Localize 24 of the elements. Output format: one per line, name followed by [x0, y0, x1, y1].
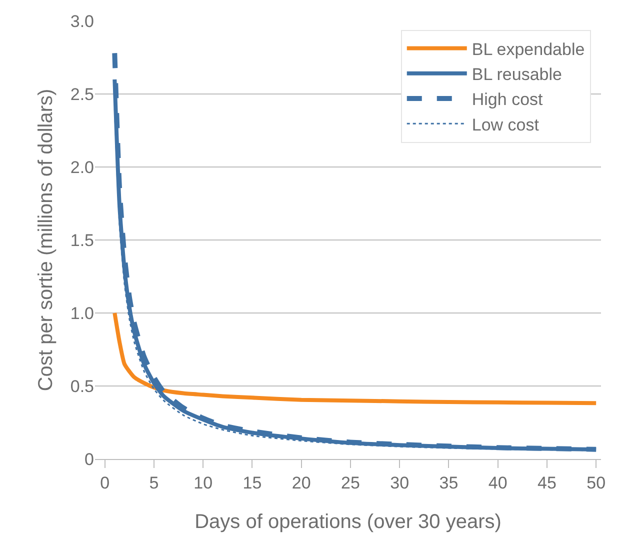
x-tick-label: 30 — [390, 473, 410, 492]
x-tick-label: 5 — [149, 473, 159, 492]
legend-label: BL expendable — [472, 40, 585, 59]
x-tick-label: 0 — [100, 473, 110, 492]
x-tick-label: 20 — [292, 473, 311, 492]
y-tick-label: 2.0 — [70, 158, 94, 177]
y-tick-label: 0.5 — [70, 376, 94, 396]
y-tick-label: 3.0 — [70, 12, 94, 31]
x-tick-label: 40 — [488, 473, 508, 492]
y-tick-label: 2.5 — [70, 84, 94, 104]
x-tick-label: 10 — [194, 473, 213, 492]
legend-label: High cost — [472, 90, 544, 110]
y-tick-label: 1.5 — [70, 230, 94, 250]
y-axis-title: Cost per sortie (millions of dollars) — [34, 88, 57, 392]
x-tick-label: 15 — [242, 473, 262, 492]
legend-label: Low cost — [472, 115, 540, 134]
x-tick-label: 45 — [538, 473, 556, 492]
x-tick-label: 50 — [586, 473, 606, 492]
y-tick-label: 1.0 — [70, 304, 94, 323]
x-tick-label: 25 — [341, 473, 360, 492]
x-axis-title: Days of operations (over 30 years) — [194, 510, 502, 533]
y-tick-label: 0 — [84, 450, 94, 469]
legend-label: BL reusable — [472, 65, 562, 84]
x-tick-label: 35 — [439, 473, 458, 492]
